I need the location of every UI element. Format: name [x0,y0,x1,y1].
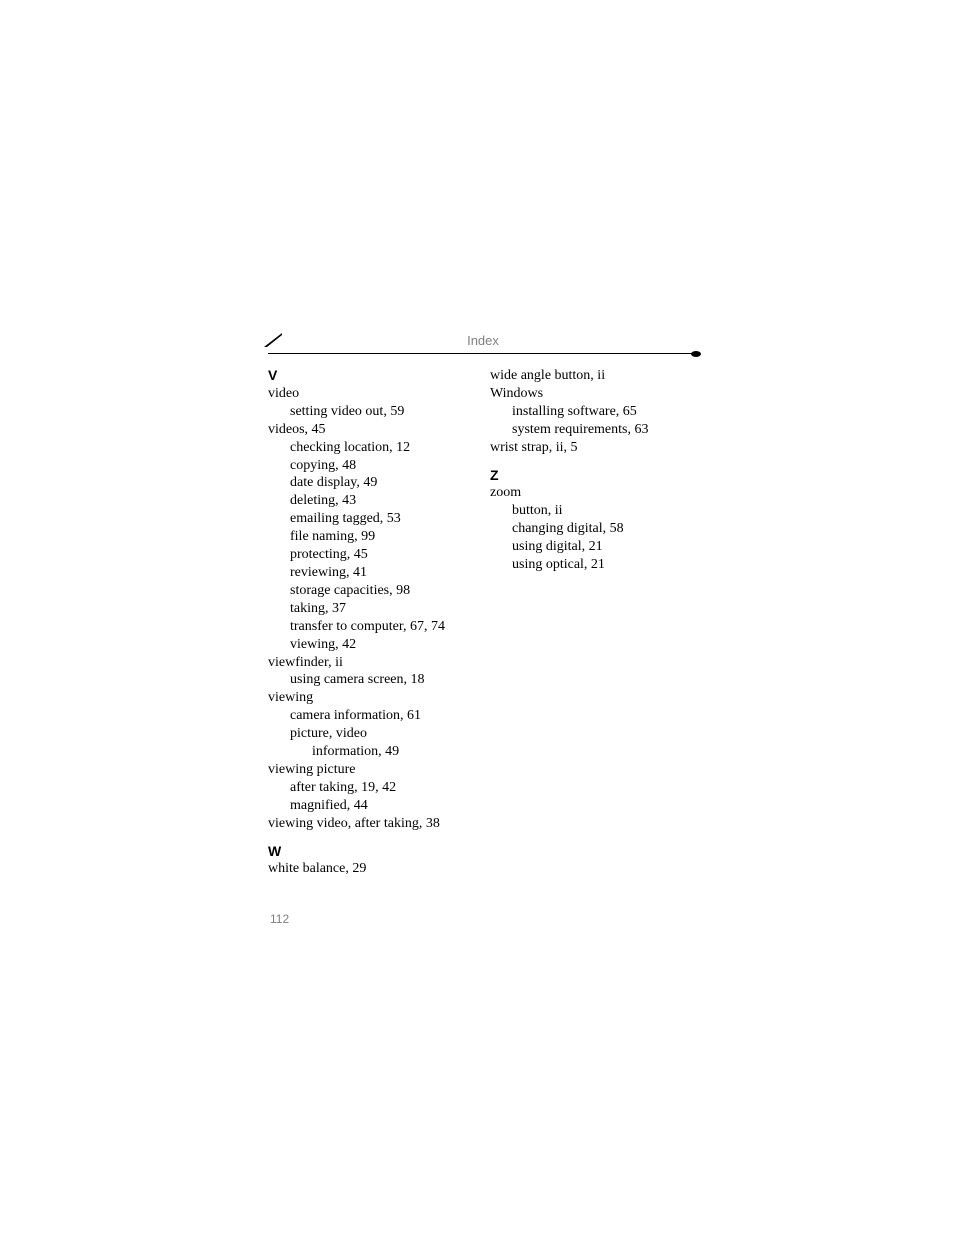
index-entry: deleting, 43 [290,492,476,510]
index-entry: viewing, 42 [290,636,476,654]
section-letter-v: V [268,367,476,385]
index-columns: V video setting video out, 59 videos, 45… [268,367,698,878]
document-page: Index V video setting video out, 59 vide… [268,333,698,878]
horizontal-rule [268,353,698,354]
index-entry: after taking, 19, 42 [290,779,476,797]
index-entry: videos, 45 [268,421,476,439]
index-entry: viewing picture [268,761,476,779]
index-entry: using optical, 21 [512,556,698,574]
left-column: V video setting video out, 59 videos, 45… [268,367,476,878]
right-column: wide angle button, ii Windows installing… [490,367,698,878]
index-entry: white balance, 29 [268,860,476,878]
index-entry: viewfinder, ii [268,654,476,672]
index-entry: wide angle button, ii [490,367,698,385]
index-entry: magnified, 44 [290,797,476,815]
section-letter-w: W [268,843,476,861]
header-title: Index [268,333,698,348]
index-entry: transfer to computer, 67, 74 [290,618,476,636]
index-entry: taking, 37 [290,600,476,618]
index-entry: viewing [268,689,476,707]
index-entry: changing digital, 58 [512,520,698,538]
page-number: 112 [270,912,289,926]
index-entry: wrist strap, ii, 5 [490,439,698,457]
index-entry: setting video out, 59 [290,403,476,421]
index-entry: information, 49 [312,743,476,761]
index-entry: button, ii [512,502,698,520]
index-entry: system requirements, 63 [512,421,698,439]
index-entry: camera information, 61 [290,707,476,725]
index-entry: picture, video [290,725,476,743]
running-header: Index [268,333,698,351]
index-entry: storage capacities, 98 [290,582,476,600]
index-entry: using digital, 21 [512,538,698,556]
index-entry: file naming, 99 [290,528,476,546]
index-entry: emailing tagged, 53 [290,510,476,528]
index-entry: zoom [490,484,698,502]
header-rule [268,353,698,365]
index-entry: installing software, 65 [512,403,698,421]
index-entry: Windows [490,385,698,403]
index-entry: using camera screen, 18 [290,671,476,689]
index-entry: checking location, 12 [290,439,476,457]
index-entry: date display, 49 [290,474,476,492]
index-entry: protecting, 45 [290,546,476,564]
rule-dot-icon [691,351,701,357]
index-entry: video [268,385,476,403]
section-letter-z: Z [490,467,698,485]
index-entry: copying, 48 [290,457,476,475]
index-entry: reviewing, 41 [290,564,476,582]
index-entry: viewing video, after taking, 38 [268,815,476,833]
